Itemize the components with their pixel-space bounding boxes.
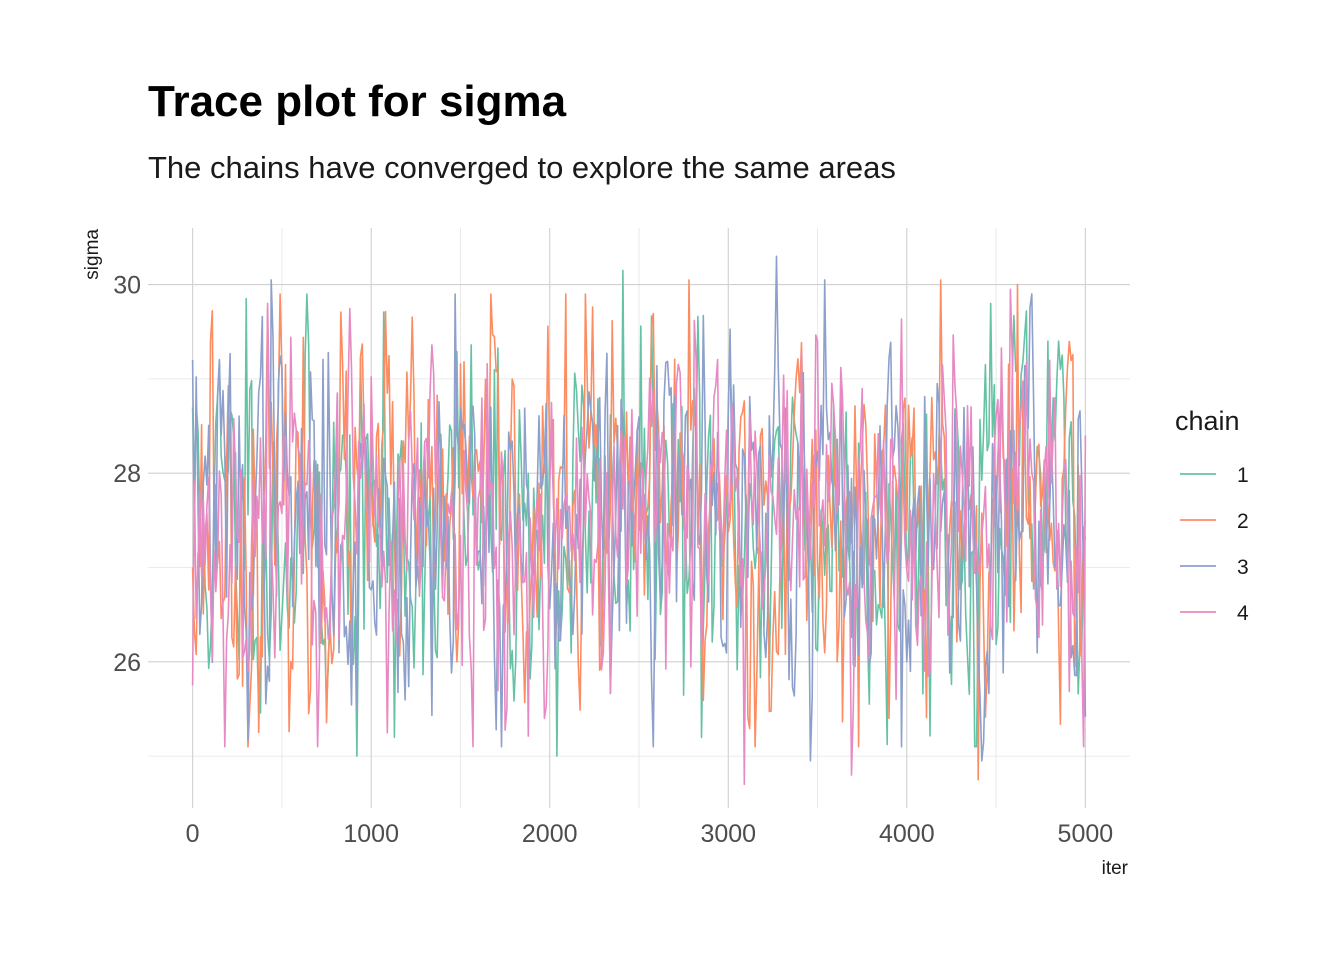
y-tick-label: 30: [113, 272, 141, 300]
x-tick-label: 5000: [1058, 820, 1114, 848]
series-line-chain-4: [191, 288, 1087, 786]
legend-label-chain-2: 2: [1237, 510, 1249, 533]
x-tick-label: 4000: [879, 820, 935, 848]
chart-title: Trace plot for sigma: [148, 77, 567, 126]
x-tick-label: 0: [186, 820, 200, 848]
chart-subtitle: The chains have converged to explore the…: [148, 150, 896, 185]
legend-label-chain-4: 4: [1237, 602, 1249, 625]
legend-title: chain: [1175, 406, 1240, 436]
y-axis-title: sigma: [82, 229, 103, 280]
legend: chain 1 2 3 4: [1175, 406, 1249, 625]
x-tick-label: 2000: [522, 820, 578, 848]
y-axis-tick-labels: 26 28 30: [113, 272, 141, 677]
x-tick-label: 3000: [700, 820, 756, 848]
x-axis-tick-labels: 0 1000 2000 3000 4000 5000: [186, 820, 1113, 848]
legend-label-chain-1: 1: [1237, 464, 1249, 487]
legend-label-chain-3: 3: [1237, 556, 1249, 579]
y-tick-label: 28: [113, 460, 141, 488]
y-tick-label: 26: [113, 649, 141, 677]
series-layer: [191, 255, 1087, 786]
x-axis-title: iter: [1102, 858, 1129, 879]
x-tick-label: 1000: [343, 820, 399, 848]
